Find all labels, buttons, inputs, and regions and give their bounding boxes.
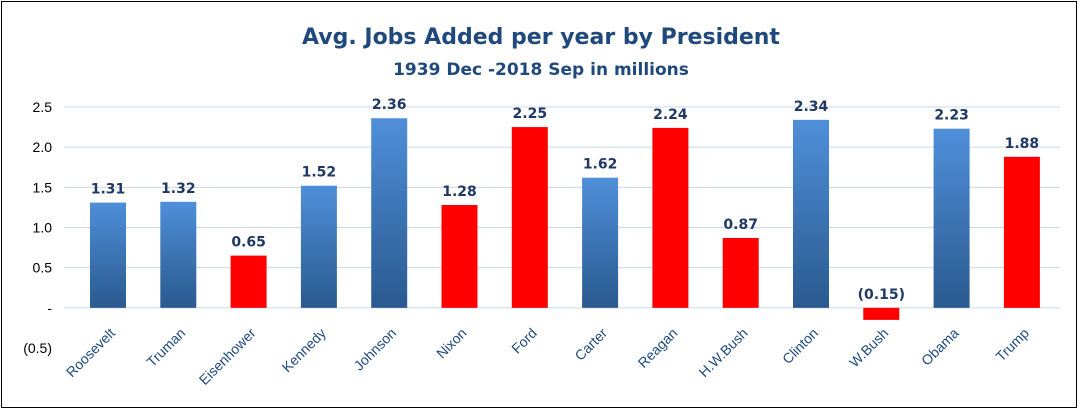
- bar: [160, 201, 197, 308]
- data-label: 1.31: [91, 182, 126, 198]
- data-label: 1.62: [583, 157, 618, 173]
- bar: [793, 119, 829, 308]
- bar: [300, 185, 337, 308]
- y-axis-ticks: 2.5 2.0 1.5 1.0 0.5 - (0.5): [23, 99, 52, 356]
- data-label: 1.52: [302, 165, 337, 181]
- data-label: 2.24: [653, 107, 688, 123]
- chart-title: Avg. Jobs Added per year by President: [302, 25, 780, 50]
- y-tick-label: 0.5: [33, 260, 53, 276]
- bar: [863, 307, 900, 320]
- bar: [933, 128, 970, 308]
- bar: [582, 177, 619, 308]
- x-tick-label: Eisenhower: [196, 325, 259, 388]
- bar: [652, 127, 689, 308]
- y-tick-label: 1.0: [33, 220, 53, 236]
- bar-chart: Avg. Jobs Added per year by President 19…: [23, 25, 1060, 388]
- y-tick-label: (0.5): [23, 340, 52, 356]
- bar: [1003, 156, 1040, 308]
- x-tick-label: Reagan: [635, 325, 681, 371]
- x-tick-label: Obama: [918, 325, 962, 369]
- x-tick-label: Carter: [571, 325, 610, 364]
- x-tick-label: W.Bush: [846, 325, 891, 370]
- bar: [441, 205, 478, 308]
- x-tick-label: Johnson: [351, 325, 400, 374]
- x-tick-label: Roosevelt: [63, 325, 118, 380]
- x-tick-label: H.W.Bush: [695, 325, 750, 380]
- gridlines: [64, 106, 1060, 309]
- x-tick-label: Clinton: [779, 325, 821, 367]
- data-label: 1.88: [1005, 136, 1040, 152]
- data-label: (0.15): [858, 287, 905, 303]
- x-tick-label: Kennedy: [279, 325, 329, 375]
- data-labels: 1.31 1.32 0.65 1.52 2.36 1.28 2.25 1.62 2.24 0.87…: [91, 97, 1039, 303]
- y-tick-label: 1.5: [33, 179, 53, 195]
- data-label: 0.65: [231, 235, 266, 251]
- bar: [90, 202, 126, 308]
- y-tick-label: 2.5: [33, 99, 53, 115]
- y-tick-label: -: [47, 300, 52, 316]
- x-tick-label: Truman: [143, 325, 188, 370]
- bar: [371, 118, 408, 308]
- y-tick-label: 2.0: [33, 139, 53, 155]
- x-tick-label: Nixon: [433, 325, 470, 362]
- chart-subtitle: 1939 Dec -2018 Sep in millions: [393, 60, 689, 80]
- data-label: 2.23: [934, 108, 969, 124]
- bars: [90, 118, 1040, 320]
- data-label: 2.36: [372, 97, 407, 113]
- bar: [230, 255, 267, 308]
- data-label: 1.32: [161, 181, 196, 197]
- x-tick-label: Ford: [508, 325, 540, 357]
- data-label: 1.28: [442, 184, 477, 200]
- data-label: 0.87: [723, 217, 758, 233]
- x-tick-label: Trump: [992, 325, 1032, 365]
- x-axis-ticks: Roosevelt Truman Eisenhower Kennedy Johnson N…: [63, 325, 1032, 388]
- bar: [511, 127, 548, 308]
- data-label: 2.25: [513, 106, 548, 122]
- data-label: 2.34: [794, 99, 829, 115]
- bar: [722, 237, 759, 308]
